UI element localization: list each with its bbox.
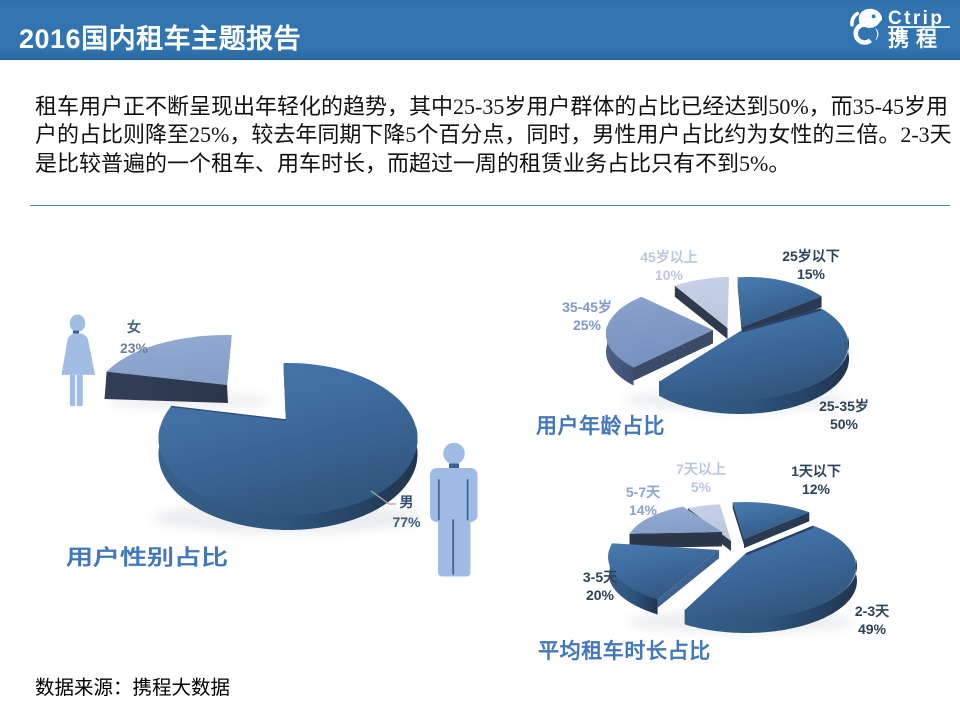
svg-text:Ctrip: Ctrip <box>888 8 944 29</box>
svg-text:携程: 携程 <box>888 27 944 51</box>
